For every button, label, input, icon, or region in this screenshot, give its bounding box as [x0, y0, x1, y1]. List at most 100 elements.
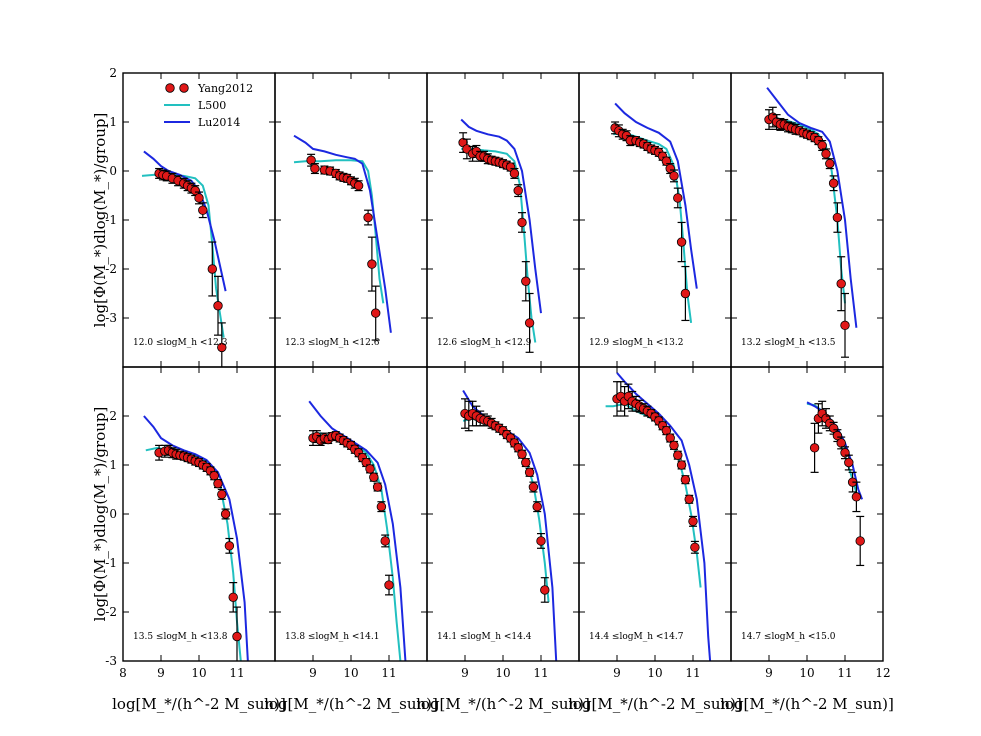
panel-frame — [274, 366, 428, 662]
legend-marker-yang2012 — [179, 83, 189, 93]
lu2014-line — [614, 102, 698, 289]
panel-mass-range-label: 14.7 ≤logM_h <15.0 — [741, 632, 836, 642]
yang2012-point — [817, 140, 827, 151]
x-tick-label: 8 — [119, 666, 127, 680]
yang2012-point — [369, 472, 379, 482]
panel-frame — [122, 366, 276, 662]
y-tick-label: 0 — [109, 164, 117, 178]
y-axis-label-bottom: log[Φ(M_*)dlog(M_*)/group] — [91, 407, 109, 622]
x-axis-label: log[M_*/(h^-2 M_sun)] — [264, 695, 438, 713]
yang2012-point — [371, 308, 381, 318]
yang2012-point — [513, 185, 523, 196]
panel-frame — [578, 72, 732, 368]
y-tick-label: -3 — [105, 311, 117, 325]
yang2012-point — [836, 279, 846, 289]
yang2012-point — [828, 423, 839, 433]
panel-mass-range-label: 12.6 ≤logM_h <12.9 — [437, 338, 532, 348]
x-axis-label: log[M_*/(h^-2 M_sun)] — [112, 695, 286, 713]
panel-9: 14.4 ≤logM_h <14.7 9 10 11 log[M_*/(h^-2 M_s… — [568, 366, 742, 713]
x-tick-label: 9 — [461, 666, 469, 680]
yang2012-point — [851, 492, 862, 502]
yang2012-point — [372, 482, 383, 492]
x-tick-label: 10 — [647, 666, 662, 680]
y-tick-label: 2 — [109, 66, 117, 80]
yang2012-point — [194, 193, 204, 203]
l500-line — [141, 173, 225, 338]
lu2014-line — [308, 400, 407, 661]
yang2012-point — [207, 264, 218, 274]
yang2012-point — [825, 158, 835, 169]
panel-mass-range-label: 13.8 ≤logM_h <14.1 — [285, 632, 379, 642]
yang2012-point — [310, 163, 320, 174]
panel-frame — [426, 72, 580, 368]
yang2012-point — [217, 342, 227, 353]
panel-data — [806, 400, 865, 567]
yang2012-point — [528, 482, 539, 492]
legend: Yang2012 L500 Lu2014 — [164, 82, 253, 129]
x-tick-label: 10 — [495, 666, 510, 680]
l500-line — [461, 147, 537, 343]
panel-mass-range-label: 14.1 ≤logM_h <14.4 — [437, 632, 532, 642]
yang2012-point — [224, 541, 235, 551]
yang2012-point — [509, 168, 520, 179]
y-tick-label: 2 — [109, 409, 117, 423]
yang2012-point — [365, 464, 375, 474]
yang2012-point — [836, 438, 846, 448]
x-tick-label: 11 — [685, 666, 700, 680]
y-tick-label: -1 — [105, 213, 117, 227]
panel-data — [293, 134, 392, 341]
yang2012-point — [680, 475, 691, 485]
y-tick-label: 1 — [109, 115, 117, 129]
y-tick-label: 0 — [109, 507, 117, 521]
yang2012-point — [209, 471, 219, 481]
yang2012-point — [676, 237, 687, 247]
x-axis-label: log[M_*/(h^-2 M_sun)] — [720, 695, 894, 713]
x-tick-label: 11 — [381, 666, 396, 680]
panel-10: 14.7 ≤logM_h <15.0 9 10 11 12 log[M_*/(h^-2 M… — [720, 366, 894, 713]
yang2012-point — [669, 440, 679, 451]
x-tick-label: 10 — [343, 666, 358, 680]
yang2012-point — [673, 193, 683, 203]
yang2012-point — [190, 185, 200, 196]
lu2014-line — [766, 87, 858, 328]
yang2012-point — [690, 542, 700, 553]
yang2012-point — [367, 259, 377, 269]
x-tick-label: 11 — [533, 666, 548, 680]
l500-line — [293, 159, 385, 304]
yang2012-point — [217, 489, 227, 500]
yang2012-point — [680, 288, 691, 299]
panel-2: 12.3 ≤logM_h <12.6 — [274, 72, 428, 368]
yang2012-point — [198, 205, 208, 215]
yang2012-point — [376, 501, 387, 512]
panel-frame — [426, 366, 580, 662]
panel-5: 13.2 ≤logM_h <13.5 — [730, 72, 884, 368]
yang2012-point — [809, 443, 820, 453]
yang2012-point — [517, 449, 527, 459]
yang2012-point — [524, 318, 535, 328]
panel-mass-range-label: 14.4 ≤logM_h <14.7 — [589, 632, 684, 642]
yang2012-point — [384, 580, 394, 590]
yang2012-point — [661, 426, 672, 436]
yang2012-point — [673, 450, 683, 460]
panel-mass-range-label: 13.5 ≤logM_h <13.8 — [133, 632, 228, 642]
yang2012-point — [213, 301, 223, 311]
x-tick-label: 10 — [191, 666, 206, 680]
yang2012-point — [353, 180, 364, 191]
yang2012-point — [540, 585, 550, 595]
panel-mass-range-label: 12.3 ≤logM_h <12.6 — [285, 338, 380, 348]
panel-frame — [274, 72, 428, 368]
yang2012-point — [220, 509, 231, 519]
l500-line — [145, 446, 242, 661]
panel-4: 12.9 ≤logM_h <13.2 — [578, 72, 732, 368]
yang2012-point — [684, 494, 694, 505]
yang2012-point — [665, 163, 675, 174]
yang2012-point — [521, 457, 531, 468]
x-tick-label: 11 — [837, 666, 852, 680]
yang2012-point — [517, 217, 527, 228]
x-tick-label: 12 — [875, 666, 890, 680]
y-tick-label: 1 — [109, 458, 117, 472]
yang2012-point — [536, 536, 546, 546]
panel-data — [458, 118, 542, 353]
l500-line — [766, 117, 846, 304]
